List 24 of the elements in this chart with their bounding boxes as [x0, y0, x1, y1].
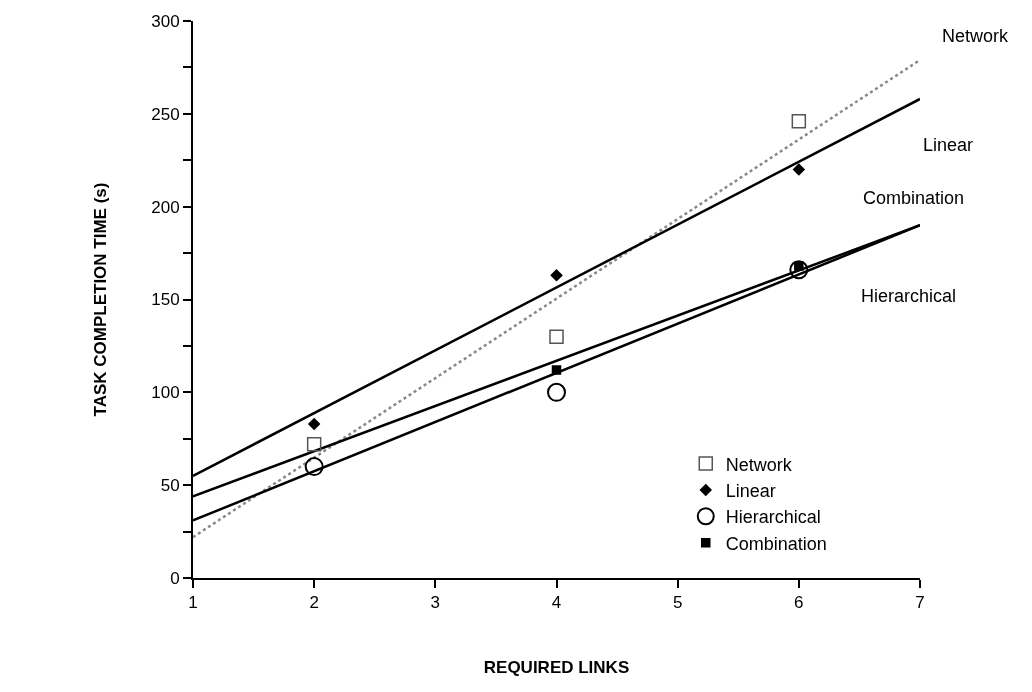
legend-label: Hierarchical [725, 507, 821, 528]
y-tick-label: 0 [170, 568, 180, 588]
y-tick-label: 150 [151, 290, 180, 310]
legend-label: Linear [725, 480, 776, 501]
x-tick-label: 6 [794, 593, 804, 613]
y-tick-label: 250 [151, 104, 180, 124]
y-tick-label: 50 [160, 476, 180, 496]
y-tick-label: 200 [151, 197, 180, 217]
y-axis-title: TASK COMPLETION TIME (s) [91, 182, 111, 417]
x-tick-label: 3 [430, 593, 441, 613]
legend-label: Network [725, 454, 793, 475]
x-tick-label: 2 [309, 593, 319, 613]
x-axis-title: REQUIRED LINKS [483, 658, 630, 678]
x-tick-label: 1 [188, 593, 198, 613]
series-label: Linear [923, 135, 974, 155]
y-tick-label: 300 [151, 11, 180, 31]
series-label: Combination [863, 188, 965, 208]
x-tick-label: 5 [672, 593, 683, 613]
series-label: Hierarchical [861, 286, 957, 306]
series-label: Network [942, 26, 1010, 46]
x-tick-label: 7 [915, 593, 925, 613]
legend-label: Combination [725, 533, 827, 554]
y-tick-label: 100 [151, 383, 180, 403]
x-tick-label: 4 [551, 593, 562, 613]
